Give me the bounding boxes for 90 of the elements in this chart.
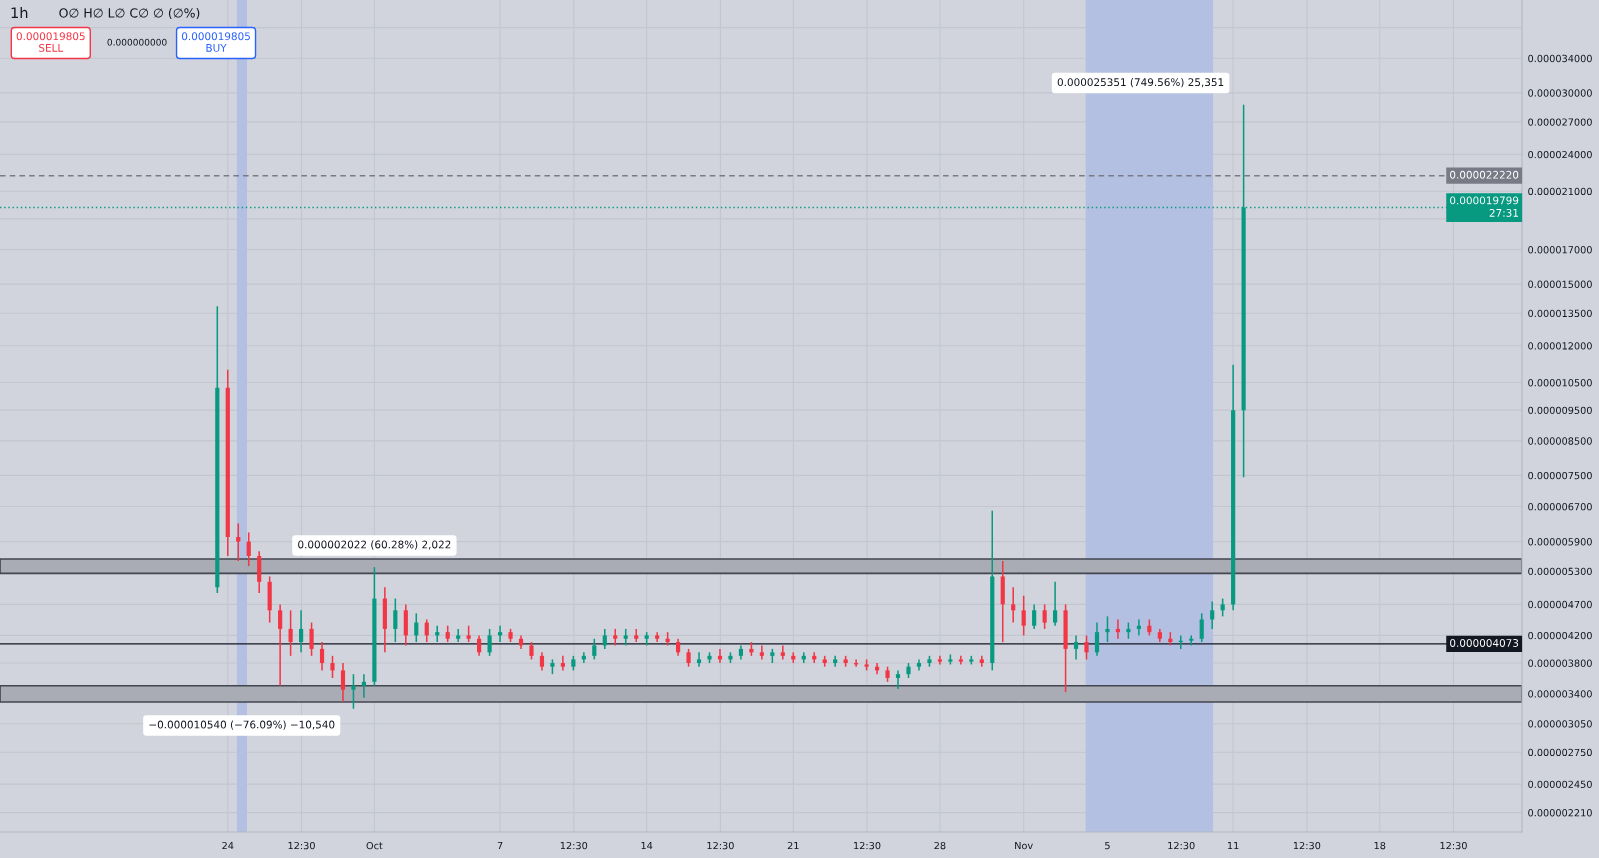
annotation: O∅ H∅ L∅ C∅ ∅ (∅%)	[59, 7, 200, 20]
y-tick-label: 0.000005900	[1528, 538, 1592, 546]
x-tick-label: 12:30	[854, 841, 881, 850]
candlestick	[288, 609, 293, 657]
ref-line-label: 0.000004073	[1450, 639, 1519, 647]
candlestick	[1136, 618, 1141, 637]
x-tick-label: 12:30	[288, 841, 315, 850]
candlestick	[1011, 586, 1016, 624]
candlestick	[1073, 634, 1079, 661]
x-tick-label: 24	[222, 841, 234, 850]
y-tick-label: 0.000034000	[1528, 54, 1592, 63]
candlestick	[1094, 621, 1100, 657]
candlestick	[560, 655, 565, 672]
ref-line-label: 0.000022220	[1450, 170, 1519, 179]
x-tick-label: 12:30	[1168, 841, 1195, 850]
candlestick	[278, 603, 283, 687]
y-tick-label: 0.000004700	[1528, 600, 1592, 609]
candlestick	[361, 673, 367, 699]
candlestick	[1042, 603, 1047, 630]
x-tick-label: 12:30	[560, 841, 588, 850]
y-tick-label: 0.000005300	[1528, 567, 1592, 576]
candlestick	[456, 628, 461, 643]
y-tick-label: 0.000003400	[1528, 690, 1592, 698]
candlestick	[1210, 600, 1215, 630]
x-tick-label: 28	[934, 841, 946, 850]
x-tick-label: 7	[497, 842, 503, 850]
candlestick	[1084, 634, 1089, 661]
candlestick	[895, 669, 901, 690]
candlestick	[236, 522, 241, 562]
x-tick-label: 5	[1105, 842, 1110, 850]
candlestick	[759, 644, 764, 661]
y-tick-label: 0.000007500	[1528, 471, 1592, 480]
y-tick-label: 0.000003050	[1528, 720, 1592, 728]
candlestick	[298, 609, 304, 654]
candlestick	[1199, 612, 1204, 643]
candlestick	[613, 628, 618, 647]
candlestick	[1032, 603, 1037, 630]
candlestick	[393, 597, 398, 643]
candlestick	[477, 634, 482, 657]
candlestick	[330, 655, 335, 679]
annotation: 0.000000000	[107, 38, 167, 46]
candlestick	[246, 531, 251, 567]
x-tick-label: 12:30	[707, 841, 734, 850]
chart-title: 1h	[11, 6, 28, 19]
candlestick	[592, 637, 597, 661]
x-tick-label: Oct	[366, 841, 383, 850]
y-tick-label: 0.000010500	[1528, 379, 1592, 387]
y-tick-label: 0.000030000	[1528, 89, 1592, 97]
candlestick	[780, 644, 785, 661]
x-tick-label: 14	[641, 842, 653, 850]
y-tick-label: 0.000013500	[1528, 309, 1592, 318]
y-tick-label: 0.000006700	[1528, 503, 1592, 511]
x-tick-label: 21	[787, 841, 799, 850]
ref-line-label: 0.000019799 27:31	[1450, 196, 1519, 217]
x-tick-label: 12:30	[1440, 841, 1467, 850]
x-tick-label: 11	[1228, 842, 1239, 850]
y-tick-label: 0.000003800	[1528, 659, 1592, 667]
y-tick-label: 0.000027000	[1528, 118, 1592, 126]
y-tick-label: 0.000015000	[1528, 280, 1592, 288]
y-tick-label: 0.000021000	[1528, 187, 1592, 196]
candlestick	[1105, 615, 1110, 643]
candlestick	[1189, 634, 1194, 647]
annotation: 0.000019805 SELL	[16, 32, 85, 52]
annotation: 0.000019805 BUY	[181, 32, 250, 52]
y-tick-label: 0.000024000	[1528, 150, 1592, 159]
x-tick-label: 12:30	[1293, 841, 1321, 850]
candlestick	[487, 628, 492, 657]
candlestick	[602, 628, 607, 650]
y-tick-label: 0.000002210	[1528, 809, 1592, 817]
y-tick-label: 0.000008500	[1528, 437, 1592, 445]
annotation: 0.000025351 (749.56%) 25,351	[1057, 78, 1224, 88]
candlestick	[340, 662, 346, 703]
candlestick	[634, 628, 639, 643]
candlestick	[1021, 594, 1026, 637]
y-tick-label: 0.000002750	[1528, 748, 1592, 757]
y-tick-label: 0.000012000	[1528, 342, 1592, 350]
candlestick	[539, 651, 545, 672]
annotation: −0.000010540 (−76.09%) −10,540	[149, 720, 335, 730]
candlestick	[319, 641, 325, 672]
candlestick	[351, 673, 356, 710]
candlestick	[696, 651, 702, 668]
annotation: 0.000002022 (60.28%) 2,022	[298, 540, 451, 550]
x-tick-label: 18	[1374, 841, 1386, 850]
y-tick-label: 0.000017000	[1528, 246, 1592, 254]
y-tick-label: 0.000009500	[1528, 406, 1592, 415]
candlestick	[309, 621, 314, 657]
y-tick-label: 0.000002450	[1528, 780, 1592, 788]
y-tick-label: 0.000004200	[1528, 631, 1592, 640]
x-tick-label: Nov	[1015, 842, 1033, 850]
candlestick	[1053, 581, 1058, 627]
